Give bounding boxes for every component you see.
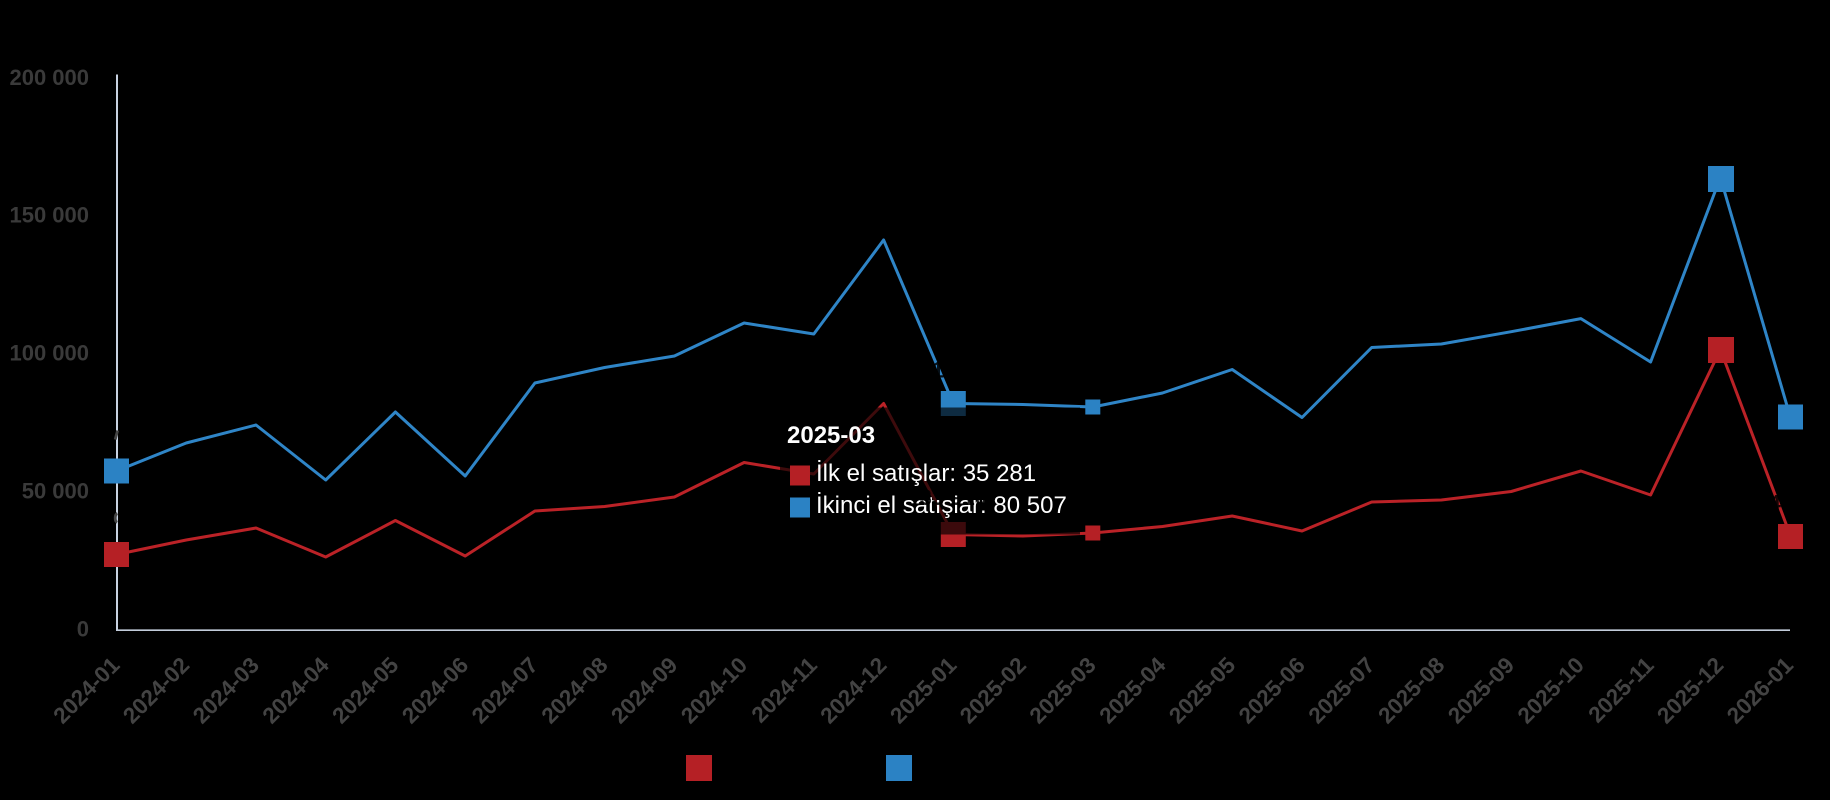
svg-text:150 000: 150 000 — [9, 203, 89, 228]
svg-text:33 910: 33 910 — [920, 485, 987, 510]
svg-text:İkinci el satışlar: 80 507: İkinci el satışlar: 80 507 — [816, 492, 1067, 519]
svg-text:2025-03: 2025-03 — [787, 422, 875, 449]
svg-text:200 000: 200 000 — [9, 65, 89, 90]
svg-text:100 000: 100 000 — [9, 341, 89, 366]
svg-text:34 704: 34 704 — [1756, 491, 1824, 516]
svg-text:İlk el satışlar: 35 281: İlk el satışlar: 35 281 — [816, 460, 1036, 487]
svg-text:50 000: 50 000 — [22, 479, 89, 504]
svg-text:0: 0 — [77, 616, 89, 641]
svg-text:81 354: 81 354 — [920, 358, 988, 383]
